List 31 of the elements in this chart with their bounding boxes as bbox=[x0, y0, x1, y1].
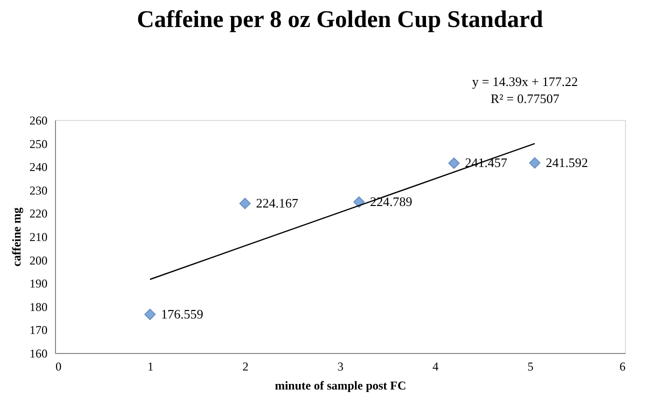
data-label: 224.789 bbox=[370, 194, 412, 210]
x-tick-label: 4 bbox=[432, 360, 438, 374]
text: y = 14.39x + 177.22 bbox=[472, 74, 578, 89]
data-label: 241.592 bbox=[546, 154, 588, 170]
x-axis-title: minute of sample post FC bbox=[274, 378, 406, 392]
y-tick-label: 170 bbox=[30, 323, 48, 338]
point bbox=[239, 198, 251, 210]
point bbox=[529, 157, 540, 169]
y-tick-label: 240 bbox=[30, 160, 48, 174]
x-tick-label: 0 bbox=[56, 360, 62, 374]
y-tick-label: 220 bbox=[30, 206, 48, 221]
y-tick-label: 250 bbox=[30, 136, 48, 151]
x-tick-label: 1 bbox=[148, 360, 154, 374]
chart-title: Caffeine per 8 oz Golden Cup Standard bbox=[136, 7, 544, 33]
y-tick-label: 190 bbox=[30, 276, 48, 291]
x-tick-label: 3 bbox=[338, 360, 344, 374]
x-tick-label: 5 bbox=[528, 360, 534, 374]
y-tick-label: 200 bbox=[30, 253, 48, 268]
y-tick-label: 260 bbox=[30, 114, 48, 128]
point bbox=[448, 158, 460, 169]
y-tick-label: 180 bbox=[30, 300, 48, 314]
x-tick-label: 2 bbox=[242, 360, 248, 374]
y-tick-label: 230 bbox=[30, 183, 48, 198]
y-axis-title: caffeine mg bbox=[10, 208, 24, 266]
point bbox=[144, 308, 156, 320]
text: R² = 0.77507 bbox=[490, 91, 560, 106]
x-tick-label: 6 bbox=[620, 360, 626, 374]
data-label: 176.559 bbox=[161, 306, 204, 322]
data-label: 224.167 bbox=[256, 195, 299, 210]
y-tick-label: 210 bbox=[30, 230, 48, 244]
y-tick-label: 160 bbox=[30, 346, 48, 360]
